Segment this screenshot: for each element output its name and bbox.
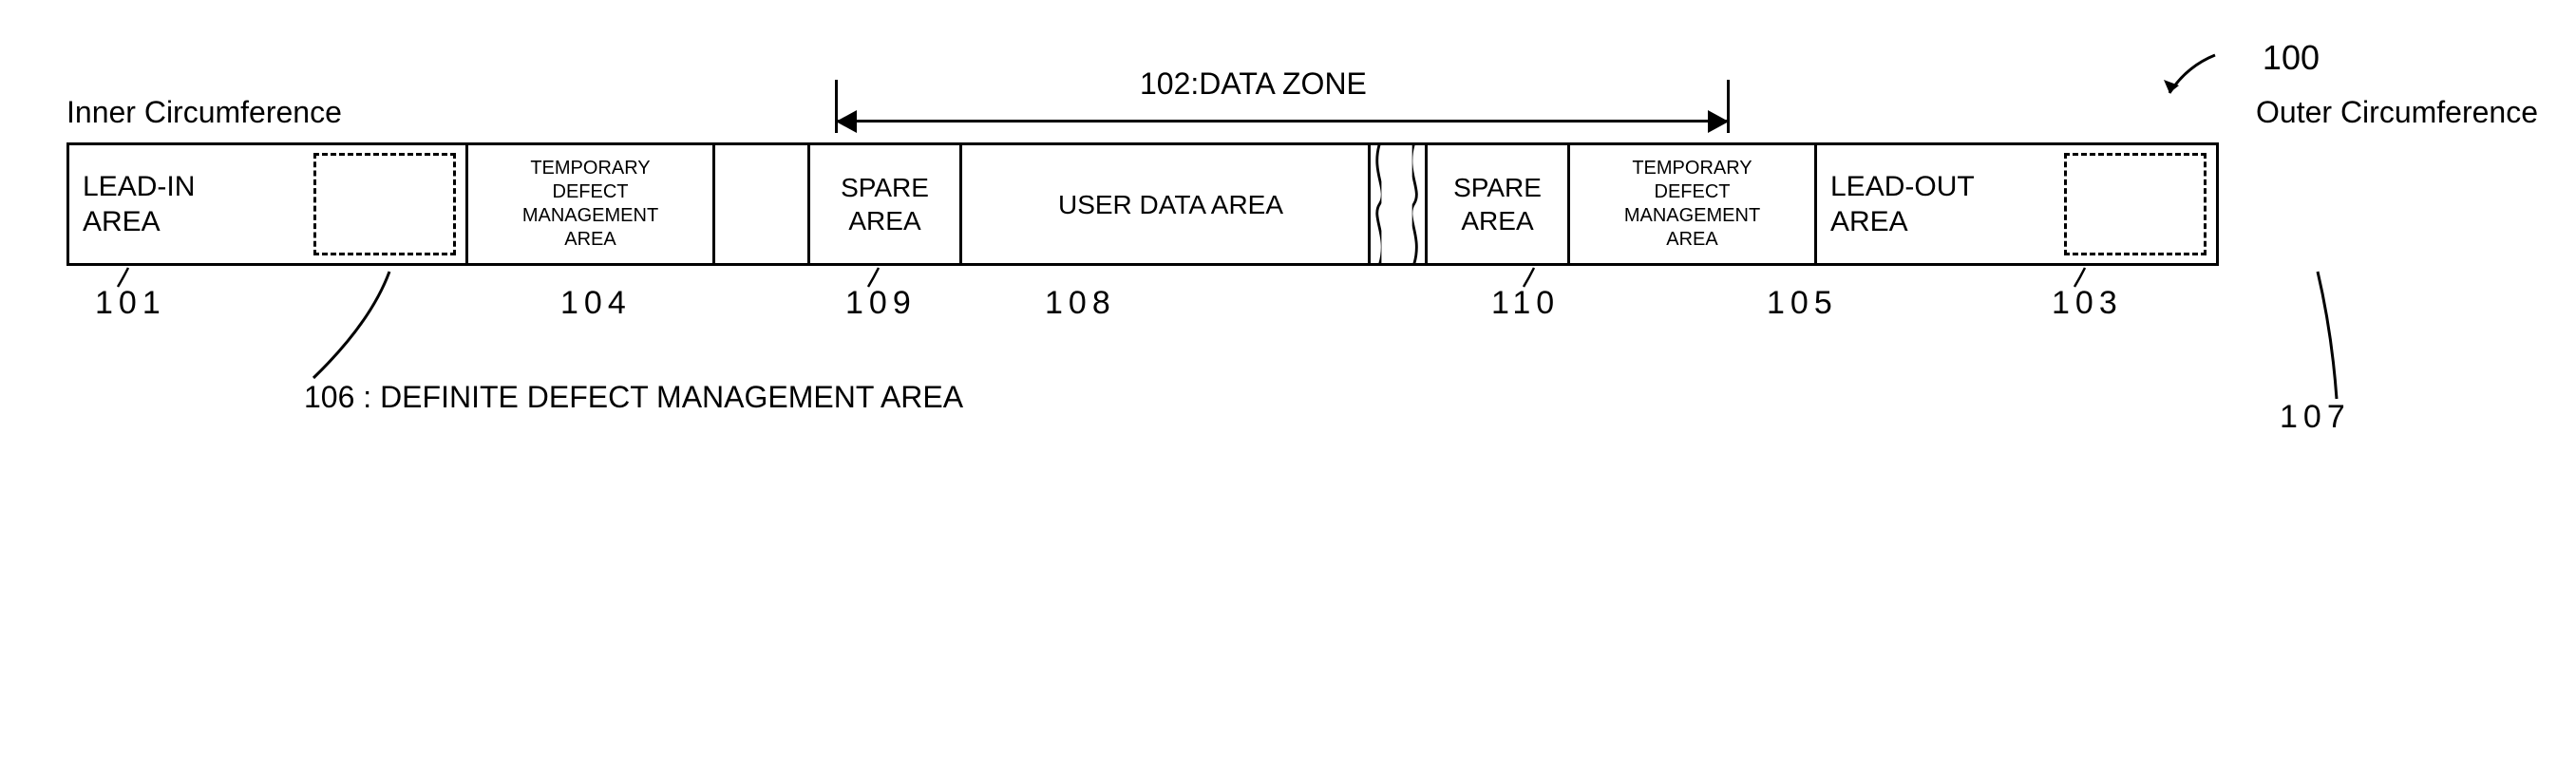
user-data-label: USER DATA AREA bbox=[981, 188, 1360, 221]
tdma-right-label: TEMPORARY DEFECT MANAGEMENT AREA bbox=[1578, 157, 1807, 252]
definite-defect-box-right bbox=[2064, 153, 2207, 255]
spare-left-label: SPARE AREA bbox=[818, 171, 952, 237]
gap-cell bbox=[715, 145, 810, 263]
lead-out-area: LEAD-OUT AREA bbox=[1817, 145, 2216, 263]
tick-109 bbox=[864, 266, 893, 291]
lead-in-area: LEAD-IN AREA bbox=[69, 145, 468, 263]
ref-100: 100 bbox=[2263, 38, 2320, 78]
disc-layout-diagram: 100 Inner Circumference Outer Circumfere… bbox=[38, 38, 2538, 735]
ref-105: 105 bbox=[1767, 285, 1838, 322]
spare-area-right: SPARE AREA bbox=[1428, 145, 1570, 263]
tdma-left: TEMPORARY DEFECT MANAGEMENT AREA bbox=[468, 145, 715, 263]
tick-103 bbox=[2071, 266, 2099, 291]
outer-circumference-label: Outer Circumference bbox=[2256, 95, 2538, 130]
ref-108: 108 bbox=[1045, 285, 1116, 322]
callout-arrow bbox=[2158, 47, 2234, 104]
inner-circumference-label: Inner Circumference bbox=[66, 95, 342, 130]
ref-107: 107 bbox=[2280, 399, 2351, 436]
tick-101 bbox=[114, 266, 142, 291]
definite-defect-box-left bbox=[313, 153, 456, 255]
continuation-break bbox=[1371, 145, 1428, 263]
layout-strip: LEAD-IN AREA TEMPORARY DEFECT MANAGEMENT… bbox=[66, 142, 2219, 266]
data-zone-label: 102:DATA ZONE bbox=[1140, 66, 1367, 102]
leader-107 bbox=[2280, 266, 2375, 408]
tdma-left-label: TEMPORARY DEFECT MANAGEMENT AREA bbox=[476, 157, 705, 252]
spare-area-left: SPARE AREA bbox=[810, 145, 962, 263]
tdma-right: TEMPORARY DEFECT MANAGEMENT AREA bbox=[1570, 145, 1817, 263]
tick-110 bbox=[1520, 266, 1548, 291]
user-data-area: USER DATA AREA bbox=[962, 145, 1371, 263]
spare-right-label: SPARE AREA bbox=[1435, 171, 1560, 237]
leader-106 bbox=[304, 266, 418, 389]
data-zone-bracket bbox=[836, 106, 1729, 135]
definite-defect-label: 106 : DEFINITE DEFECT MANAGEMENT AREA bbox=[304, 380, 963, 415]
ref-104: 104 bbox=[560, 285, 632, 322]
